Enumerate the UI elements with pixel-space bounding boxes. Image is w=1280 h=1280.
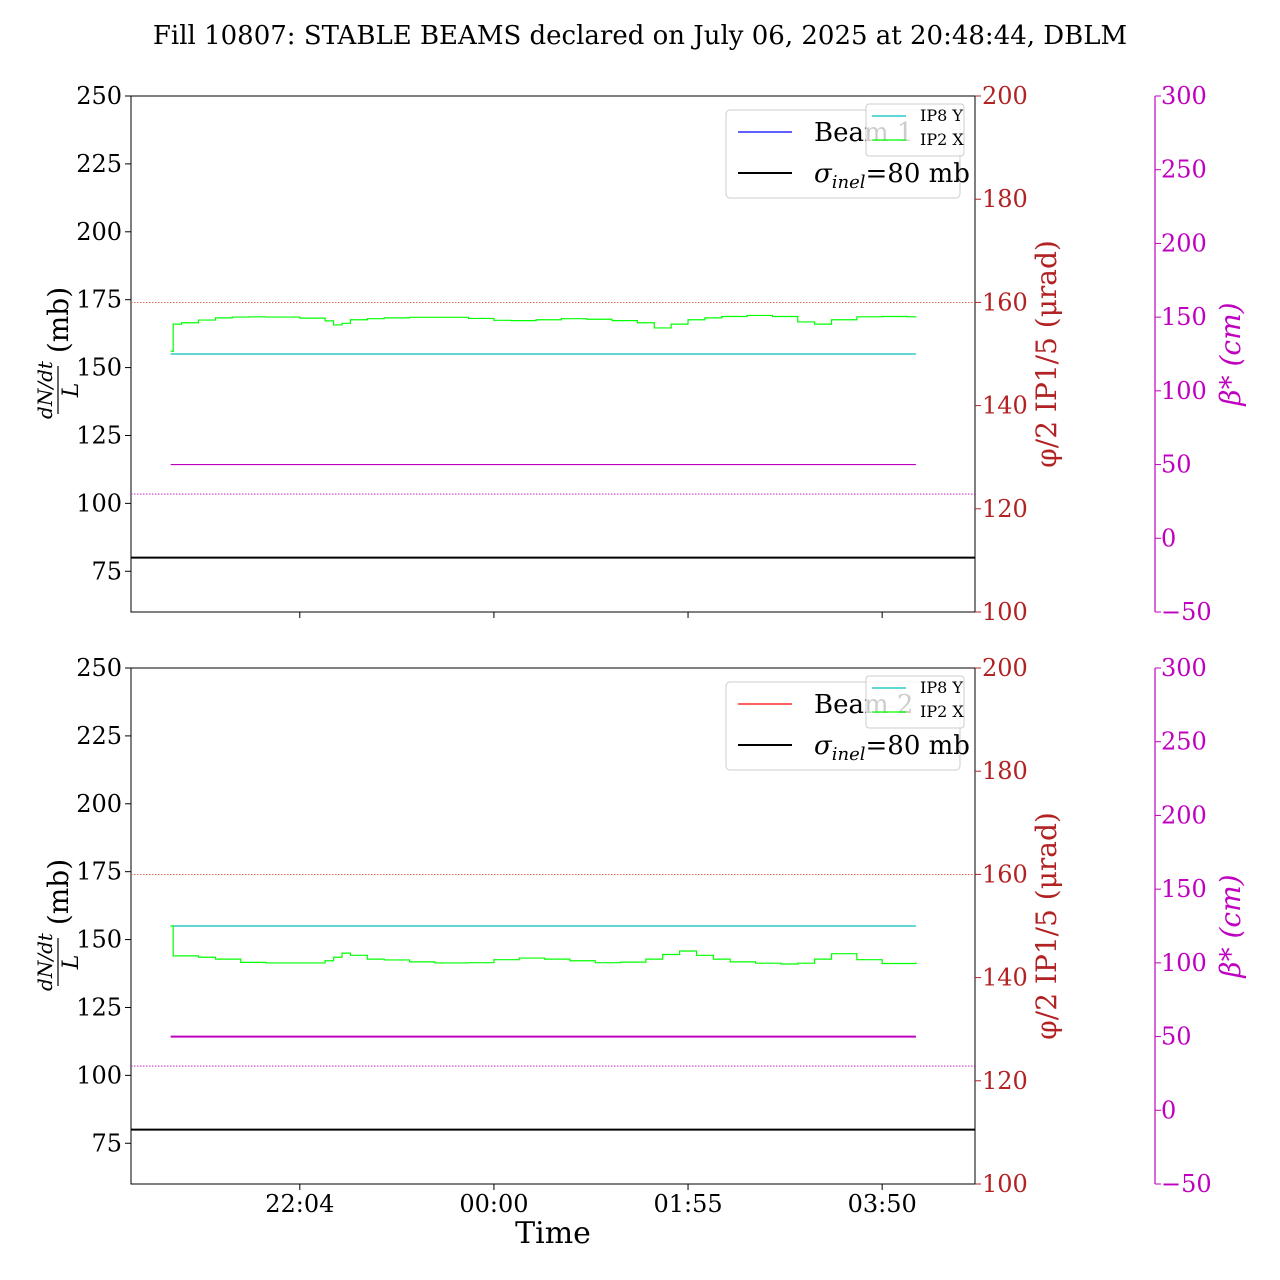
ip2-x-series-line	[170, 925, 917, 965]
left-tick-label: 125	[76, 993, 122, 1021]
left-axis-label-unit: (mb)	[42, 859, 75, 925]
beta-tick-label: 100	[1161, 949, 1207, 977]
small-legend-box	[865, 103, 965, 157]
phi-tick-label: 160	[982, 860, 1028, 888]
left-tick-label: 75	[91, 1129, 122, 1157]
phi-tick-label: 100	[982, 598, 1028, 626]
left-axis-label: dN/dt L (mb)	[33, 859, 84, 991]
left-axis-label: dN/dt L (mb)	[33, 287, 84, 419]
beta-tick-label: −50	[1161, 1170, 1212, 1198]
phi-tick-label: 180	[982, 757, 1028, 785]
panel-beam1: 75 100 125 150 175 200 225 250 100 120 140 160 180 20…	[33, 82, 1247, 626]
beta-tick-label: 0	[1161, 1096, 1176, 1124]
left-tick-label: 75	[91, 557, 122, 585]
beta-tick-label: 100	[1161, 377, 1207, 405]
x-tick-label: 00:00	[459, 1190, 528, 1218]
x-axis-label: Time	[515, 1216, 591, 1251]
beta-axis-label: β* (cm)	[1214, 302, 1247, 406]
left-tick-label: 150	[76, 354, 122, 382]
phi-tick-label: 200	[982, 654, 1028, 682]
phi-tick-label: 140	[982, 392, 1028, 420]
left-tick-label: 175	[76, 858, 122, 886]
left-axis-label-numerator: dN/dt	[33, 360, 57, 419]
left-axis-label-denominator: L	[59, 383, 84, 399]
beta-tick-label: 200	[1161, 229, 1207, 257]
phi-tick-label: 200	[982, 82, 1028, 110]
beta-tick-label: 50	[1161, 1023, 1192, 1051]
left-tick-label: 200	[76, 790, 122, 818]
legend-ip8-label: IP8 Y	[920, 678, 963, 697]
left-tick-label: 100	[76, 489, 122, 517]
legend-sigma-label: σinel=80 mb	[814, 731, 970, 765]
left-axis-label-unit: (mb)	[42, 287, 75, 353]
plot-frame	[130, 95, 976, 613]
phi-tick-label: 100	[982, 1170, 1028, 1198]
legend-ip8-label: IP8 Y	[920, 106, 963, 125]
beta-tick-label: 250	[1161, 728, 1207, 756]
beta-tick-label: 250	[1161, 156, 1207, 184]
left-axis-label-denominator: L	[59, 955, 84, 971]
panel-beam2: 75 100 125 150 175 200 225 250 100 120 140 160 180 20…	[33, 654, 1247, 1218]
figure-title: Fill 10807: STABLE BEAMS declared on Jul…	[153, 21, 1127, 51]
left-tick-label: 225	[76, 150, 122, 178]
x-tick-label: 03:50	[848, 1190, 917, 1218]
phi-axis-label: φ/2 IP1/5 (μrad)	[1030, 240, 1063, 468]
x-tick-label: 22:04	[265, 1190, 334, 1218]
beta-tick-label: 150	[1161, 875, 1207, 903]
left-tick-label: 100	[76, 1061, 122, 1089]
phi-tick-label: 160	[982, 288, 1028, 316]
left-tick-label: 175	[76, 286, 122, 314]
left-tick-label: 225	[76, 722, 122, 750]
ip2-x-series-line	[170, 314, 917, 352]
legend-ip2-label: IP2 X	[920, 702, 964, 721]
beta-tick-label: 50	[1161, 451, 1192, 479]
beta-tick-label: 200	[1161, 801, 1207, 829]
beta-tick-label: −50	[1161, 598, 1212, 626]
phi-tick-label: 140	[982, 964, 1028, 992]
beta-tick-label: 150	[1161, 303, 1207, 331]
left-axis-label-numerator: dN/dt	[33, 932, 57, 991]
beta-tick-label: 300	[1161, 654, 1207, 682]
legend-ip2-label: IP2 X	[920, 130, 964, 149]
phi-tick-label: 180	[982, 185, 1028, 213]
phi-tick-label: 120	[982, 1067, 1028, 1095]
beta-tick-label: 0	[1161, 524, 1176, 552]
beta-axis-label: β* (cm)	[1214, 874, 1247, 978]
phi-tick-label: 120	[982, 495, 1028, 523]
left-tick-label: 125	[76, 421, 122, 449]
beta-tick-label: 300	[1161, 82, 1207, 110]
left-tick-label: 250	[76, 82, 122, 110]
phi-axis-label: φ/2 IP1/5 (μrad)	[1030, 812, 1063, 1040]
small-legend-box	[865, 675, 965, 729]
legend-sigma-label: σinel=80 mb	[814, 159, 970, 193]
left-tick-label: 250	[76, 654, 122, 682]
x-tick-label: 01:55	[653, 1190, 722, 1218]
left-tick-label: 200	[76, 218, 122, 246]
plot-frame	[130, 667, 976, 1185]
left-tick-label: 150	[76, 926, 122, 954]
